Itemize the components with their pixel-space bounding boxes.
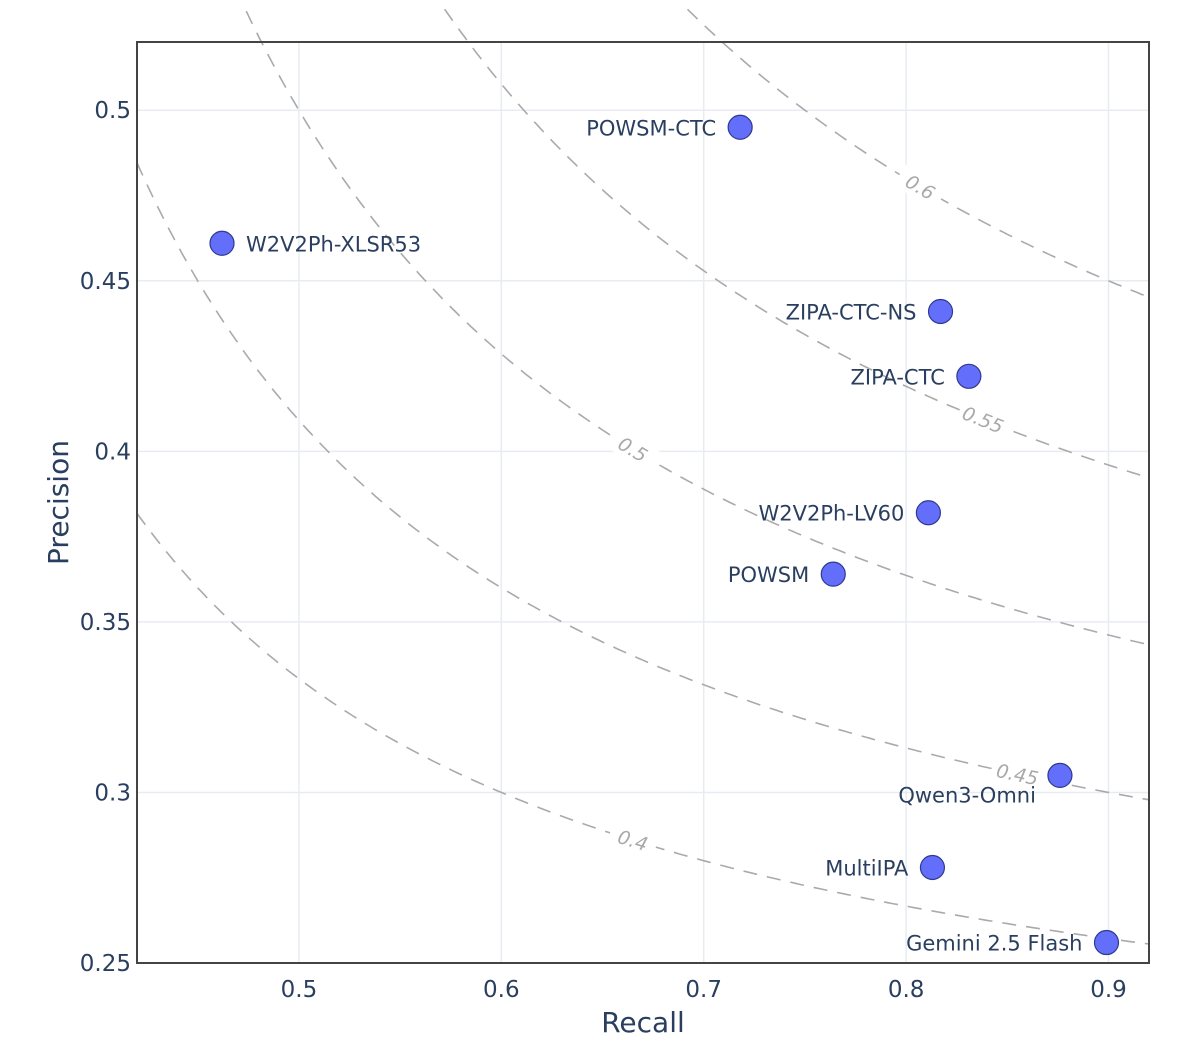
data-point-label: POWSM-CTC [586,116,716,140]
f1-isoline [136,162,1150,801]
y-tick-label: 0.35 [80,610,131,636]
y-tick-label: 0.3 [94,780,131,806]
x-tick-label: 0.6 [483,977,520,1003]
data-point [1093,929,1120,956]
y-tick-label: 0.45 [80,269,131,295]
data-point-label: ZIPA-CTC-NS [786,300,917,324]
data-point-label: Qwen3-Omni [898,783,1036,807]
x-tick-label: 0.7 [685,977,722,1003]
x-axis-title: Recall [601,1006,685,1039]
y-axis-title: Precision [42,440,75,565]
x-axis-ticks: 0.5 0.6 0.7 0.8 0.9 [281,977,1127,1003]
data-point [956,363,982,389]
f1-isoline-label-bg [606,426,660,472]
data-point [209,230,235,256]
f1-isoline [136,512,1150,945]
data-point-label: ZIPA-CTC [851,365,945,389]
data-point [927,298,954,325]
data-point-label: Gemini 2.5 Flash [906,932,1082,956]
data-point-label: W2V2Ph-XLSR53 [246,232,421,256]
data-point-label: W2V2Ph-LV60 [758,502,904,526]
y-tick-label: 0.25 [80,951,131,977]
plot-frame [136,41,1150,964]
data-point [915,500,941,526]
x-tick-label: 0.9 [1090,977,1127,1003]
f1-isoline [443,8,1150,479]
data-point-label: POWSM [728,563,809,587]
f1-isolines: 0.40.450.50.550.6 [136,8,1150,945]
f1-isoline-label-bg [893,164,948,210]
y-tick-label: 0.5 [94,98,131,124]
x-tick-label: 0.5 [281,977,318,1003]
data-point-label: MultiIPA [825,856,909,880]
data-points: POWSM-CTC W2V2Ph-XLSR53 ZIPA-CTC-NS ZIPA-CT… [209,114,1120,956]
y-tick-label: 0.4 [94,439,131,465]
data-point [820,561,846,587]
x-tick-label: 0.8 [888,977,925,1003]
data-point [727,114,753,140]
f1-isoline [245,10,1150,646]
f1-isoline-label-bg [606,821,660,859]
y-axis-ticks: 0.25 0.3 0.35 0.4 0.45 0.5 [80,98,131,977]
data-point [919,854,946,881]
data-point [1047,762,1073,788]
f1-isoline-label-bg [956,399,1010,440]
f1-isoline-label-bg [991,757,1044,791]
